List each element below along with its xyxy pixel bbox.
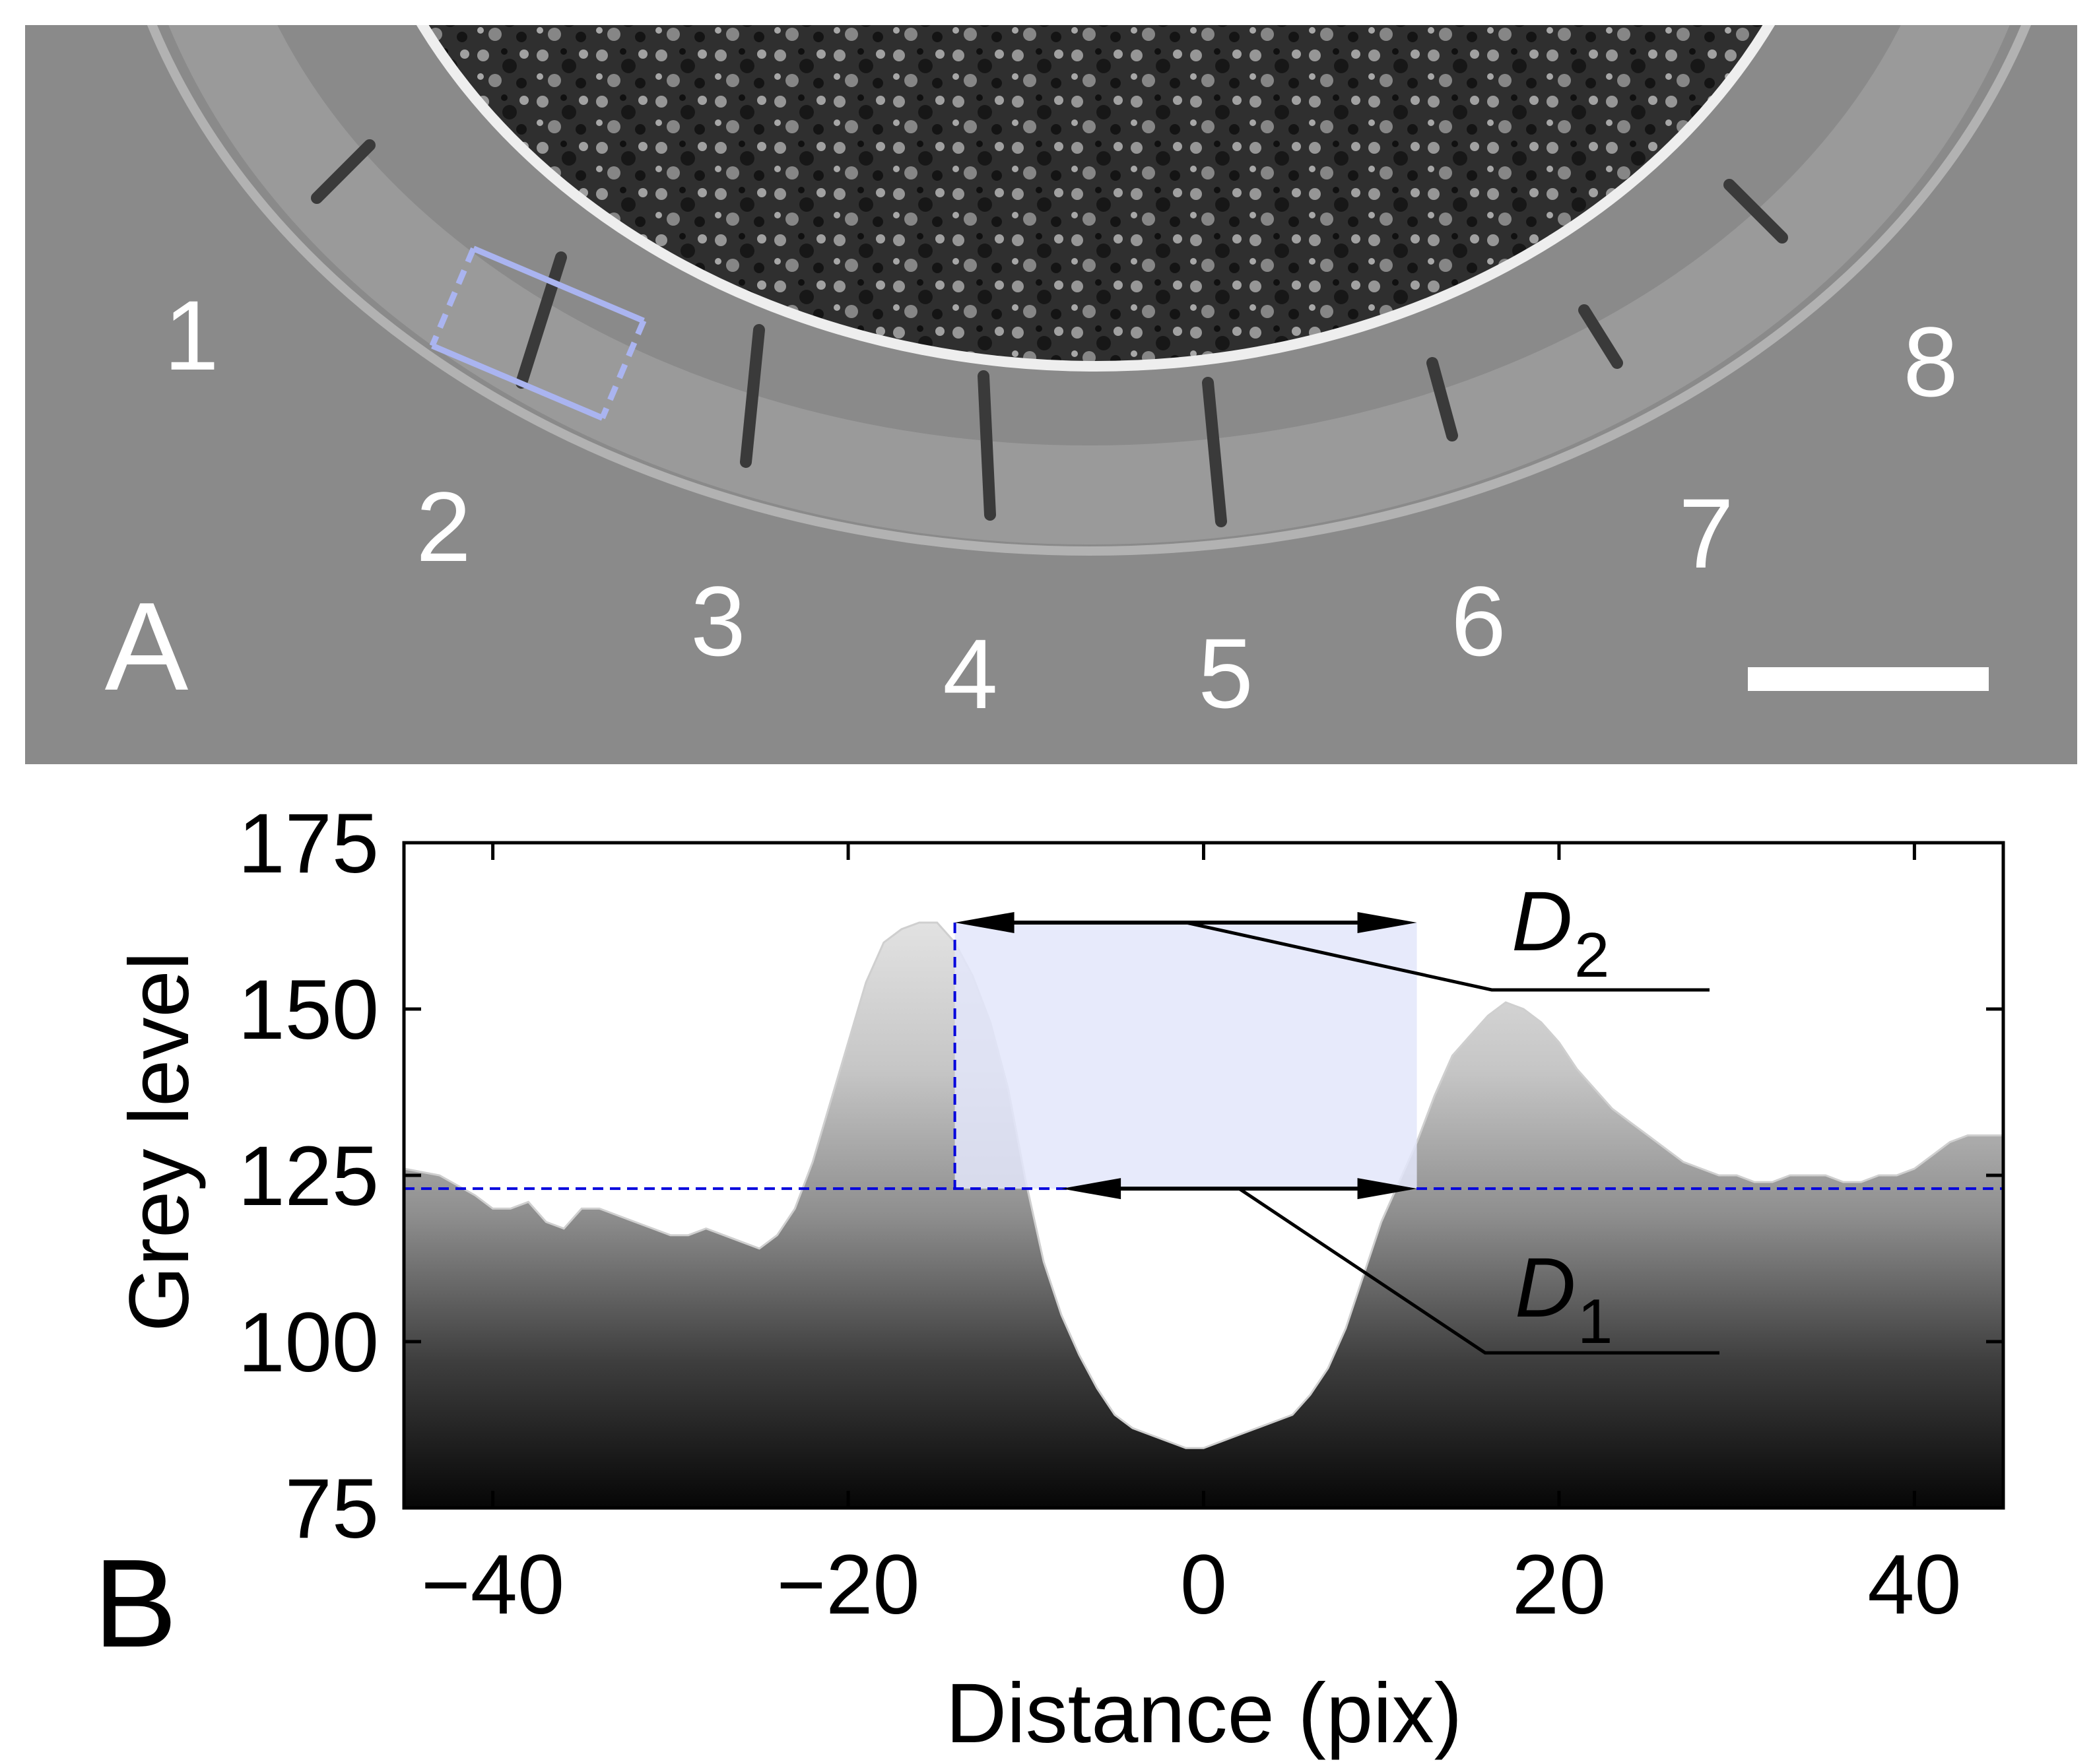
panel-b-label: B — [94, 1534, 178, 1674]
annotation-subscript: 1 — [1578, 1286, 1613, 1357]
y-tick-label: 175 — [238, 797, 379, 891]
segment-number: 3 — [690, 566, 745, 676]
x-tick-label: 0 — [1180, 1538, 1227, 1632]
micrograph-panel: 1 2 3 4 5 6 7 8 A — [25, 25, 2077, 764]
annotation-leader-line — [1238, 1187, 1719, 1355]
x-tick-label: −20 — [776, 1538, 919, 1632]
annotation-subscript: 2 — [1574, 920, 1609, 991]
annotation-arrowhead — [1357, 911, 1417, 933]
segment-number: 1 — [164, 280, 218, 391]
annotation-arrowhead — [1061, 1178, 1121, 1200]
y-tick-label: 75 — [285, 1462, 379, 1556]
shaded-region-rect — [954, 922, 1417, 1189]
cell-membrane — [416, 25, 1775, 372]
y-axis-label: Grey level — [112, 952, 207, 1332]
annotation-label: D — [1512, 874, 1572, 969]
segment-number: 2 — [416, 471, 471, 582]
y-tick-label: 125 — [238, 1129, 379, 1224]
segment-spokes — [311, 139, 1788, 527]
cell-body-shading — [422, 25, 1769, 366]
annotation-leader-line — [1185, 921, 1710, 992]
annotation-label: D — [1515, 1241, 1576, 1335]
axis-ticks — [404, 841, 2003, 1510]
scale-bar — [1748, 667, 1989, 691]
annotation-arrowhead — [1357, 1178, 1417, 1200]
segment-numbers: 1 2 3 4 5 6 7 8 — [164, 280, 1958, 729]
grey-level-curve — [403, 921, 2003, 1449]
segment-number: 7 — [1679, 478, 1733, 589]
segment-number: 5 — [1198, 618, 1253, 729]
measurement-selection-box — [429, 245, 647, 421]
panel-a-label: A — [105, 577, 189, 717]
axis-tick-labels: −40 −20 0 20 40 75 100 125 150 175 — [238, 797, 1961, 1632]
y-tick-label: 150 — [238, 963, 379, 1057]
outer-ring — [147, 25, 2031, 556]
x-tick-label: −40 — [421, 1538, 564, 1632]
x-axis-label: Distance (pix) — [946, 1666, 1462, 1761]
y-tick-label: 100 — [238, 1295, 379, 1390]
annotation-arrowhead — [954, 911, 1015, 933]
segment-number: 4 — [943, 618, 997, 729]
segment-number: 6 — [1451, 566, 1506, 676]
segment-number: 8 — [1903, 306, 1958, 417]
x-tick-label: 20 — [1512, 1538, 1606, 1632]
annotations: D 2D 1 — [954, 874, 1719, 1357]
x-tick-label: 40 — [1867, 1538, 1961, 1632]
cell-body — [422, 25, 1769, 366]
grey-level-area — [404, 923, 2003, 1508]
ring-band — [168, 25, 2010, 544]
